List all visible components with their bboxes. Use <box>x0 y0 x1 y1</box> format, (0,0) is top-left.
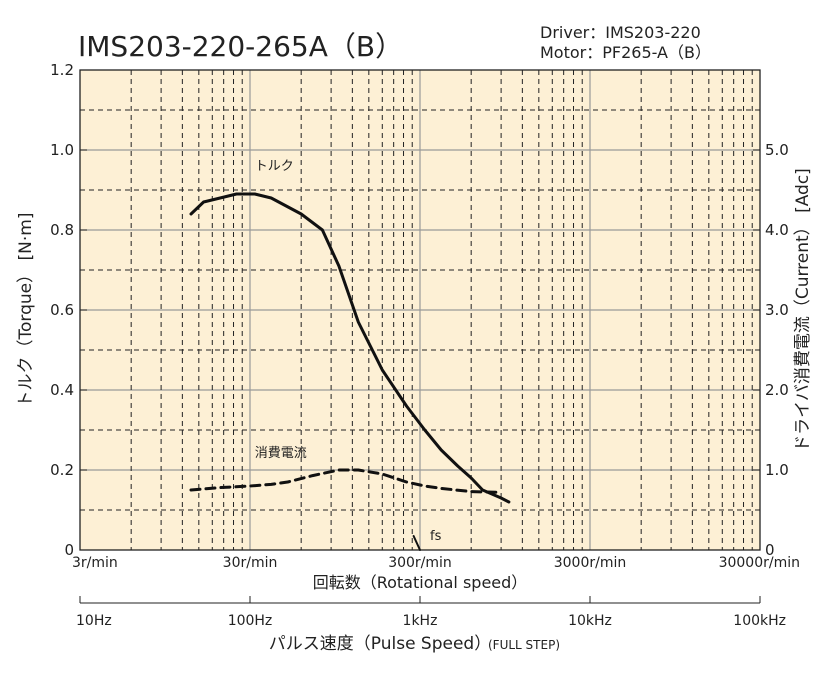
y2-axis-title: ドライバ消費電流（Current） [Adc] <box>793 168 813 452</box>
x-tick-label: 3000r/min <box>554 555 627 571</box>
labels-layer: 0 0.2 0.4 0.6 0.8 1.0 1.2 0 1.0 2.0 3.0 4.0 5.0 3r/mi… <box>16 61 813 654</box>
series-line <box>412 535 421 551</box>
x-tick-label: 30000r/min <box>719 555 800 571</box>
y-axis-title: トルク（Torque） [N·m] <box>16 213 36 408</box>
series-label: 消費電流 <box>255 446 307 461</box>
x-tick-label: 300r/min <box>388 555 452 571</box>
y2-tick-label: 0 <box>765 541 775 559</box>
series-label: トルク <box>255 159 294 174</box>
y-tick-label: 1.0 <box>50 141 74 159</box>
pulse-tick-label: 100Hz <box>228 613 273 629</box>
y2-tick-label: 1.0 <box>765 461 789 479</box>
grid-layer <box>80 70 760 550</box>
series-label: fs <box>430 529 442 544</box>
pulse-axis-suffix: (FULL STEP) <box>488 638 560 652</box>
pulse-tick-label: 10Hz <box>76 613 112 629</box>
x-tick-label: 3r/min <box>72 555 118 571</box>
motor-info: Motor：PF265-A（B） <box>540 43 711 62</box>
x-axis-title: 回転数（Rotational speed） <box>313 573 528 592</box>
y2-tick-label: 3.0 <box>765 301 789 319</box>
y2-tick-label: 4.0 <box>765 221 789 239</box>
chart-title: IMS203-220-265A（B） <box>78 30 403 63</box>
y-tick-label: 1.2 <box>50 61 74 79</box>
y2-tick-label: 5.0 <box>765 141 789 159</box>
series-line <box>189 192 511 504</box>
series-line <box>189 468 503 494</box>
y-tick-label: 0.2 <box>50 461 74 479</box>
pulse-tick-label: 10kHz <box>568 613 612 629</box>
y-tick-label: 0.6 <box>50 301 74 319</box>
driver-info: Driver：IMS203-220 <box>540 23 701 42</box>
y-tick-label: 0 <box>64 541 74 559</box>
y2-tick-label: 2.0 <box>765 381 789 399</box>
x-tick-label: 30r/min <box>223 555 278 571</box>
pulse-tick-label: 100kHz <box>733 613 786 629</box>
pulse-axis-title: パルス速度（Pulse Speed） <box>269 634 491 654</box>
y-tick-label: 0.8 <box>50 221 74 239</box>
y-tick-label: 0.4 <box>50 381 74 399</box>
pulse-tick-label: 1kHz <box>403 613 438 629</box>
